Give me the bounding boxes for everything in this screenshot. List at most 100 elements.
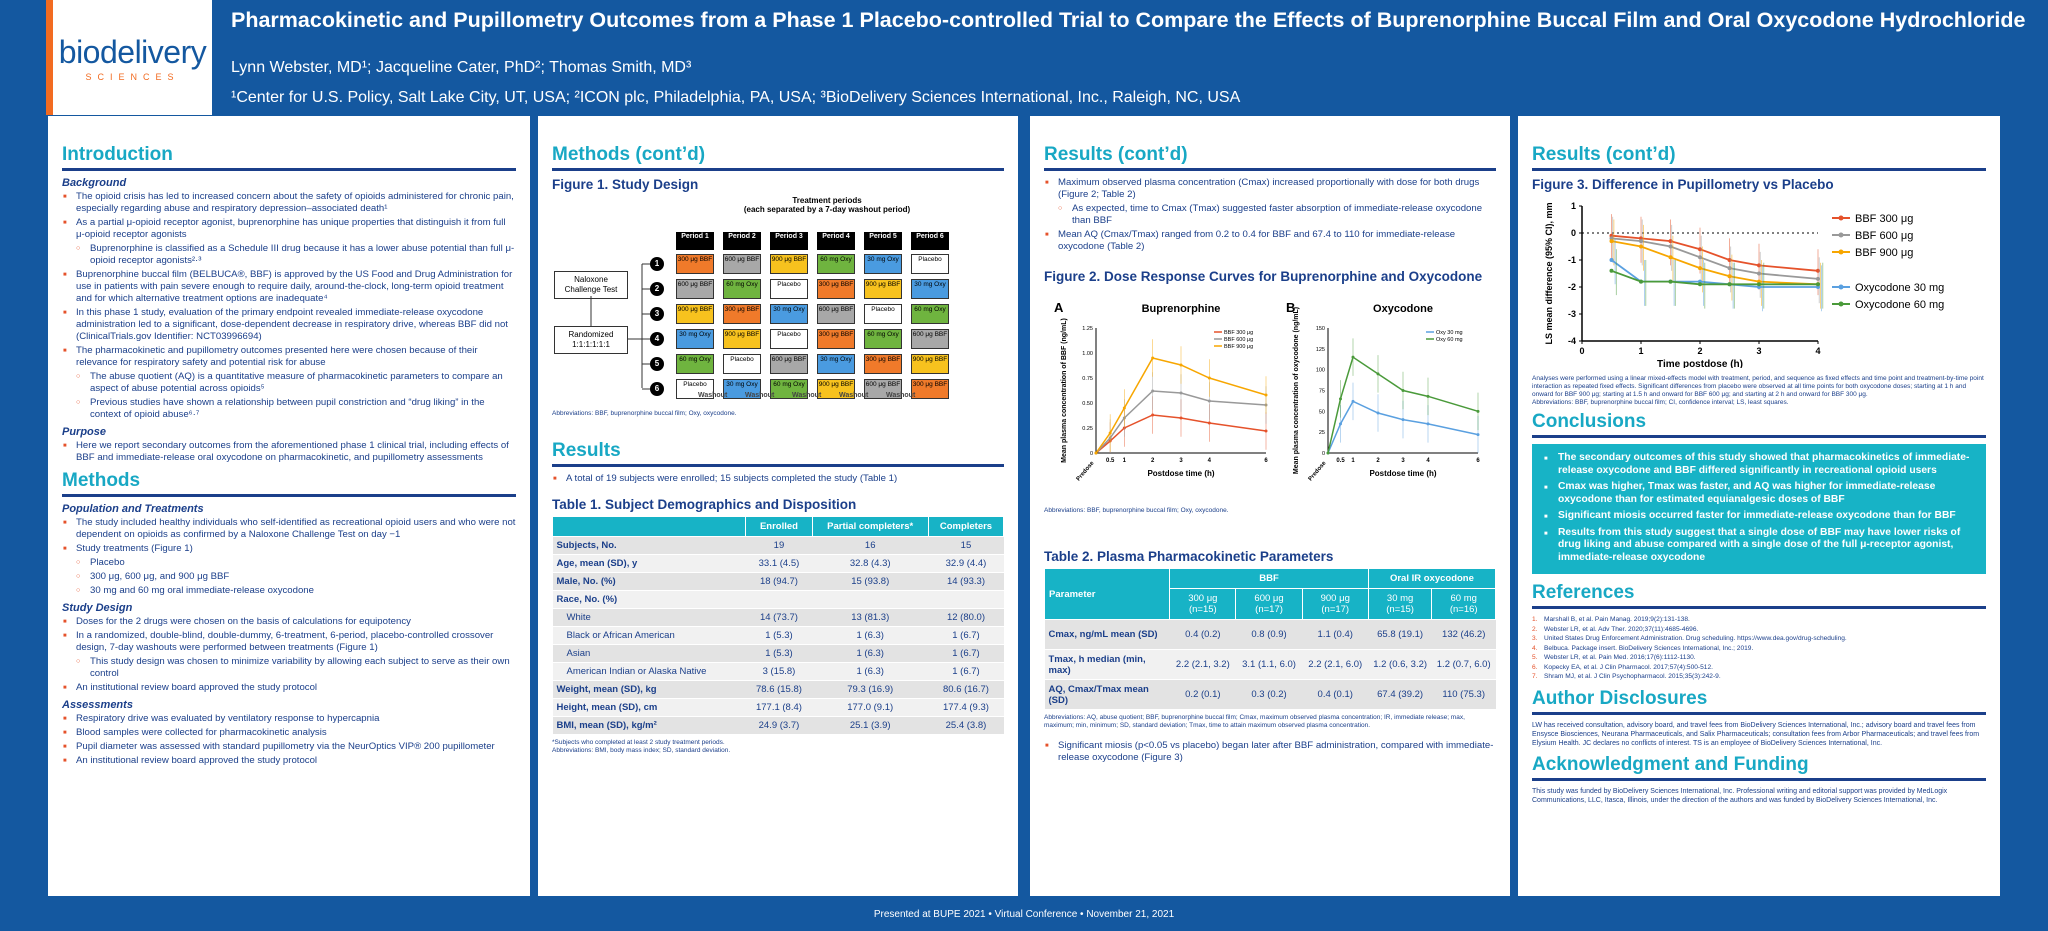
list-item: Cmax was higher, Tmax was faster, and AQ… <box>1544 481 1974 506</box>
periods-header-text: Treatment periods <box>792 196 862 205</box>
figure2-chart: A Buprenorphine00.250.500.751.001.25Predo… <box>1054 300 1480 483</box>
table2-col: 30 mg (n=15) <box>1367 588 1433 620</box>
conclusions-box: The secondary outcomes of this study sho… <box>1532 444 1986 574</box>
washout-label: Washout <box>886 392 916 399</box>
treatment-cell: 60 mg Oxy <box>911 304 949 324</box>
sequence-number: 5 <box>650 357 664 371</box>
tick-label: 0 <box>1579 346 1584 356</box>
table-cell: 2.2 (2.1, 3.2) <box>1169 649 1236 680</box>
data-point <box>1376 411 1380 415</box>
table-row: AQ, Cmax/Tmax mean (SD) 0.2 (0.1) 0.3 (0.2… <box>1044 679 1496 710</box>
period-header: Period 1 <box>676 232 714 250</box>
tick-label: 0.25 <box>1082 426 1093 432</box>
periods-header: Treatment periods (each separated by a 7-… <box>712 196 942 214</box>
population-heading: Population and Treatments <box>62 503 204 515</box>
tick-label: 3 <box>1401 458 1405 464</box>
data-point <box>1698 282 1702 287</box>
table-cell: 18 (94.7) <box>745 572 812 591</box>
period-header: Period 5 <box>864 232 902 250</box>
sequence-number: 4 <box>650 332 664 346</box>
reference-item: 6. Kopecky EA, et al. J Clin Pharmacol. 2… <box>1532 663 1986 673</box>
data-point <box>1151 413 1155 417</box>
data-point <box>1816 282 1820 287</box>
tick-label: 4 <box>1208 458 1212 464</box>
figure3-title: Figure 3. Difference in Pupillometry vs … <box>1532 177 1834 192</box>
data-point <box>1179 391 1183 395</box>
table2-bbf-header: BBF <box>1169 568 1369 589</box>
data-point <box>1339 422 1342 426</box>
disclosures-text: LW has received consultation, advisory b… <box>1532 721 1980 747</box>
treatment-cell: 30 mg Oxy <box>723 379 761 399</box>
affiliations: ¹Center for U.S. Policy, Salt Lake City,… <box>231 89 1241 106</box>
sequence-number: 2 <box>650 282 664 296</box>
reference-text: Shram MJ, et al. J Clin Psychopharmacol.… <box>1544 673 1721 680</box>
data-point <box>1151 389 1155 393</box>
column-2: Methods (cont’d) Figure 1. Study Design … <box>538 116 1018 896</box>
row-label: Male, No. (%) <box>552 572 746 591</box>
acknowledgment-text: This study was funded by BioDelivery Sci… <box>1532 787 1948 804</box>
table-cell: 25.4 (3.8) <box>928 716 1004 735</box>
row-label: Cmax, ng/mL mean (SD) <box>1044 619 1170 650</box>
treatment-cell: Placebo <box>864 304 902 324</box>
sequence-number: 1 <box>650 257 664 271</box>
references-title: References <box>1532 582 1986 609</box>
treatment-cell: 300 μg BBF <box>817 279 855 299</box>
tick-label: 0.50 <box>1082 401 1093 407</box>
tick-label: Predose <box>1076 460 1096 483</box>
legend-label: Oxy 30 mg <box>1436 330 1463 336</box>
table-cell: 65.8 (19.1) <box>1368 619 1432 650</box>
period-header: Period 6 <box>911 232 949 250</box>
list-item: As a partial μ-opioid receptor agonist, … <box>62 217 516 241</box>
figure3-note: Analyses were performed using a linear m… <box>1532 375 1984 398</box>
table-cell: 3 (15.8) <box>745 662 812 681</box>
tick-label: 50 <box>1319 409 1325 415</box>
tick-label: 25 <box>1319 430 1325 436</box>
data-point <box>1401 389 1405 392</box>
data-point <box>1727 274 1732 279</box>
reference-text: Marshall B, et al. Pain Manag. 2019;9(2)… <box>1544 616 1690 623</box>
list-item: As expected, time to Cmax (Tmax) suggest… <box>1044 203 1496 227</box>
data-point <box>1609 268 1614 273</box>
table-row: Black or African American 1 (5.3) 1 (6.3) 1… <box>552 626 1004 645</box>
washout-label: Washout <box>745 392 775 399</box>
treatment-cell: 600 μg BBF <box>864 379 902 399</box>
logo: biodelivery SCIENCES <box>46 0 212 115</box>
tick-label: -2 <box>1568 282 1576 292</box>
reference-number: 7. <box>1532 673 1538 680</box>
data-point <box>1757 282 1761 287</box>
row-label: Tmax, h median (min, max) <box>1044 649 1170 680</box>
data-point <box>1426 394 1430 398</box>
list-item: Placebo <box>62 557 516 569</box>
treatment-cell: 600 μg BBF <box>911 329 949 349</box>
design-heading: Study Design <box>62 602 133 614</box>
table-row: Cmax, ng/mL mean (SD) 0.4 (0.2) 0.8 (0.9) 1… <box>1044 619 1496 650</box>
table-row: Weight, mean (SD), kg 78.6 (15.8) 79.3 (16… <box>552 680 1004 699</box>
data-point <box>1609 239 1614 244</box>
reference-text: Kopecky EA, et al. J Clin Pharmacol. 201… <box>1544 663 1713 671</box>
treatment-cell: 60 mg Oxy <box>864 329 902 349</box>
data-point <box>1376 372 1380 376</box>
data-point <box>1094 451 1098 455</box>
reference-number: 6. <box>1532 663 1538 671</box>
list-item: The opioid crisis has led to increased c… <box>62 191 516 215</box>
row-label: White <box>552 608 746 627</box>
data-point <box>1339 397 1342 401</box>
list-item: In this phase 1 study, evaluation of the… <box>62 307 516 343</box>
treatment-cell: 600 μg BBF <box>676 279 714 299</box>
tick-label: 6 <box>1476 458 1480 464</box>
column-3: Results (cont’d) Maximum observed plasma… <box>1030 116 1510 896</box>
treatment-cell: 900 μg BBF <box>770 254 808 274</box>
treatment-cell: 300 μg BBF <box>864 354 902 374</box>
data-point <box>1426 422 1430 426</box>
table1-header: Completers <box>927 516 1005 537</box>
list-item: Results from this study suggest that a s… <box>1544 527 1974 565</box>
table-cell: 0.8 (0.9) <box>1235 619 1303 650</box>
table-row: American Indian or Alaska Native 3 (15.8)… <box>552 662 1004 681</box>
tick-label: 4 <box>1426 458 1430 464</box>
treatment-cell: 600 μg BBF <box>770 354 808 374</box>
table-cell: 177.0 (9.1) <box>812 698 929 717</box>
background-heading: Background <box>62 177 127 189</box>
treatment-cell: 60 mg Oxy <box>817 254 855 274</box>
row-label: BMI, mean (SD), kg/m² <box>552 716 746 735</box>
treatment-cell: 900 μg BBF <box>676 304 714 324</box>
